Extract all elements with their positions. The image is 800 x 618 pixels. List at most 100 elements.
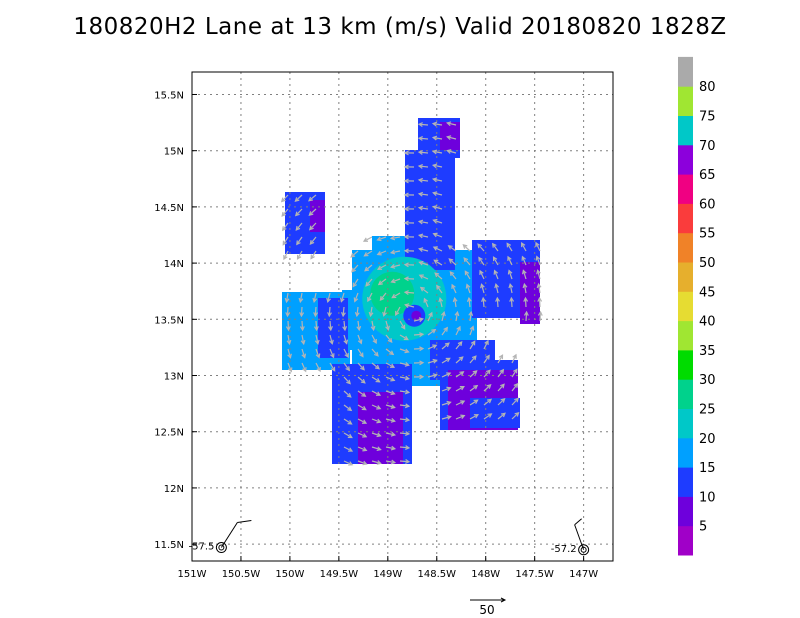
wind-cell: [405, 150, 455, 270]
colorbar-label: 30: [699, 373, 716, 388]
wind-arrow: [523, 284, 527, 294]
x-tick-label: 150W: [275, 569, 304, 580]
wind-arrow-head: [285, 312, 291, 318]
y-axis: 11.5N 12N 12.5N 13N 13.5N 14N 14.5N 15N 15.5N: [154, 90, 197, 551]
wind-arrow-head: [536, 282, 542, 289]
wind-arrow: [357, 376, 366, 384]
wind-arrow: [508, 270, 513, 280]
colorbar-swatch: [678, 379, 693, 409]
wind-arrow-head: [341, 312, 346, 318]
wind-arrow: [399, 460, 410, 463]
wind-arrow: [455, 312, 459, 322]
wind-arrow: [494, 270, 499, 280]
colorbar-label: 15: [699, 461, 716, 476]
wind-arrow-head: [419, 332, 425, 337]
wind-arrow: [495, 284, 499, 294]
wind-arrow: [434, 272, 443, 280]
wind-arrow: [477, 243, 485, 252]
wind-arrow: [399, 404, 409, 407]
wind-arrow-head: [423, 297, 428, 303]
wind-arrow: [367, 292, 373, 302]
wind-arrow: [464, 270, 471, 280]
wind-arrow-head: [405, 431, 411, 437]
wind-arrow: [511, 397, 519, 406]
wind-arrow: [433, 123, 443, 126]
wind-arrow: [469, 370, 478, 378]
wind-arrow: [399, 334, 409, 341]
wind-arrow-head: [419, 286, 425, 292]
wind-arrow: [356, 306, 359, 317]
wind-barb: [220, 522, 238, 548]
wind-arrow: [433, 246, 443, 252]
wind-arrow: [497, 383, 505, 392]
wind-arrow: [377, 264, 387, 270]
wind-arrow-head: [360, 378, 366, 384]
wind-arrow-head: [329, 339, 334, 345]
wind-arrow: [315, 334, 319, 344]
wind-arrow-head: [347, 406, 353, 412]
wind-arrow: [299, 292, 303, 302]
wind-arrow: [418, 179, 429, 182]
wind-arrow: [354, 292, 359, 302]
wind-arrow: [343, 390, 352, 398]
wind-arrow-head: [403, 178, 409, 184]
colorbar-label: 70: [699, 139, 716, 154]
wind-arrow-head: [403, 335, 409, 341]
wind-arrow: [441, 401, 451, 406]
wind-arrow: [391, 250, 401, 254]
wind-arrow-head: [493, 269, 499, 275]
wind-arrow-head: [446, 372, 452, 377]
wind-barb: [237, 520, 252, 524]
wind-arrow-head: [382, 311, 387, 317]
wind-arrow: [313, 292, 317, 302]
colorbar-label: 45: [699, 285, 716, 300]
wind-arrow-head: [403, 248, 409, 254]
wind-arrow-head: [444, 342, 450, 348]
wind-arrow-head: [460, 400, 466, 405]
wind-arrow-head: [403, 220, 409, 226]
wind-arrow-head: [404, 375, 411, 381]
wind-arrow-head: [492, 256, 498, 262]
wind-arrow: [385, 362, 395, 368]
wind-arrow: [462, 244, 471, 252]
wind-arrow: [436, 285, 443, 294]
wind-arrow-head: [468, 310, 474, 317]
wind-arrow-head: [400, 324, 406, 330]
wind-cell: [411, 310, 422, 321]
wind-arrow-head: [346, 379, 351, 385]
wind-arrow: [287, 334, 291, 344]
wind-arrow-head: [286, 339, 292, 346]
station-label: -57.2: [551, 544, 577, 555]
wind-arrow: [419, 207, 429, 210]
wind-arrow: [315, 320, 318, 331]
wind-arrow: [287, 362, 292, 372]
wind-arrow: [357, 362, 365, 371]
wind-arrow-head: [431, 149, 438, 155]
wind-arrow: [357, 348, 364, 357]
wind-arrow-head: [403, 290, 409, 295]
wind-arrow: [385, 320, 389, 330]
wind-arrow-head: [514, 397, 519, 403]
wind-arrow-head: [536, 269, 541, 275]
wind-arrow: [395, 306, 401, 316]
colorbar-swatch: [678, 496, 693, 527]
wind-arrow-head: [403, 192, 409, 198]
wind-arrow: [451, 284, 457, 294]
y-tick-label: 14N: [164, 259, 184, 270]
wind-arrow-head: [376, 418, 382, 424]
wind-arrow-head: [287, 353, 292, 359]
wind-arrow: [377, 250, 387, 256]
wind-arrow: [469, 399, 478, 406]
reference-arrow-head: [500, 597, 507, 603]
wind-arrow: [379, 292, 387, 301]
wind-arrow: [371, 404, 381, 410]
wind-arrow: [420, 287, 429, 294]
wind-arrow-head: [441, 311, 446, 317]
wind-arrow: [399, 446, 410, 449]
wind-arrow-head: [308, 196, 314, 202]
colorbar-swatch: [678, 144, 693, 175]
wind-arrow-head: [418, 247, 424, 252]
wind-arrow-head: [357, 339, 363, 345]
colorbar-swatch: [678, 232, 693, 263]
wind-arrow: [385, 418, 395, 422]
